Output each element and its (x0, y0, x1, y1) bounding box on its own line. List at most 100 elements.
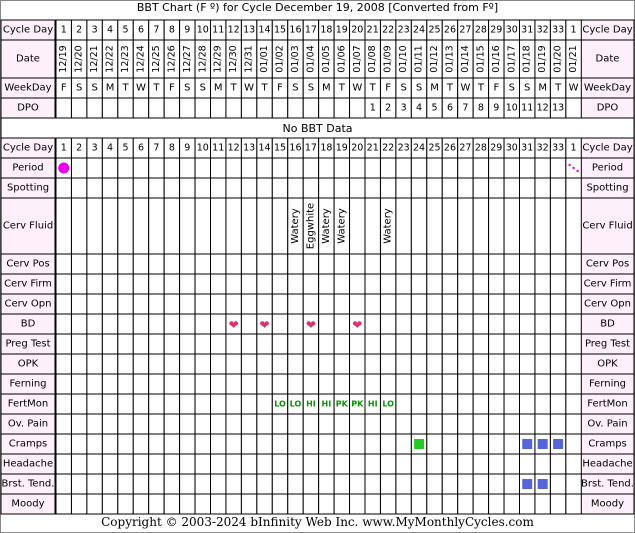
cerv-firm-cell (163, 273, 181, 295)
ov-pain-cell (86, 413, 103, 435)
ov-pain-cell (565, 413, 582, 435)
cerv-opn-cell (333, 293, 351, 315)
moody-cell (86, 493, 103, 515)
date-value: 12/27 (182, 45, 193, 72)
opk-cell (472, 353, 490, 375)
cerv-fluid-cell (101, 197, 119, 255)
weekday-value: T (369, 83, 377, 94)
cerv-fluid-cell (534, 197, 551, 255)
brst-tend-square (537, 479, 548, 489)
fertmon-cell (549, 393, 567, 415)
bd-heart-icon: ❤ (352, 318, 362, 332)
dpo-value: 1 (370, 103, 376, 114)
moody-cell (179, 493, 196, 515)
cerv-opn-cell (426, 293, 443, 315)
opk-cell (132, 353, 150, 375)
cerv-pos-cell (101, 253, 119, 275)
headache-right-label: Headache (582, 459, 632, 470)
cerv-opn-cell (271, 293, 289, 315)
ov-pain-cell (132, 413, 150, 435)
cerv-opn-cell (472, 293, 490, 315)
date-value: 01/12 (429, 45, 440, 72)
cramps-cell (457, 433, 474, 455)
cerv-fluid-cell (225, 197, 242, 255)
preg-test-cell (441, 333, 459, 355)
brst-tend-cell (179, 473, 196, 495)
preg-test-cell (55, 333, 72, 355)
dpo-right-label: DPO (597, 103, 619, 114)
preg-test-cell (148, 333, 165, 355)
fertmon-cell (472, 393, 490, 415)
cycle-day-2-value: 22 (382, 143, 394, 154)
bd-cell (132, 313, 150, 335)
fertmon-cell (70, 393, 88, 415)
cerv-firm-cell (364, 273, 381, 295)
cerv-firm-cell (117, 273, 134, 295)
brst-tend-cell (472, 473, 490, 495)
opk-cell (333, 353, 351, 375)
cerv-pos-cell (379, 253, 397, 275)
moody-cell (55, 493, 72, 515)
cycle-day-value: 8 (169, 25, 175, 36)
ferning-cell (519, 373, 536, 395)
opk-cell (70, 353, 88, 375)
cerv-pos-cell (472, 253, 490, 275)
spotting-cell (240, 177, 258, 199)
cerv-opn-cell (302, 293, 320, 315)
period-cell (457, 157, 474, 179)
cycle-day-value: 16 (289, 25, 301, 36)
cerv-fluid-cell (210, 197, 227, 255)
cerv-pos-cell (256, 253, 273, 275)
dpo-cell (132, 97, 150, 119)
date-value: 12/22 (105, 45, 116, 72)
ov-pain-cell (333, 413, 351, 435)
dpo-cell (302, 97, 320, 119)
cerv-firm-cell (410, 273, 428, 295)
cerv-pos-cell (287, 253, 304, 275)
ov-pain-cell (210, 413, 227, 435)
preg-test-cell (163, 333, 181, 355)
cerv-firm-cell (395, 273, 412, 295)
preg-test-cell (549, 333, 567, 355)
spotting-cell (349, 177, 366, 199)
ov-pain-cell (240, 413, 258, 435)
cramps-cell (503, 433, 520, 455)
cycle-day-value: 1 (61, 25, 67, 36)
cycle-day-value: 25 (428, 25, 440, 36)
dpo-cell (565, 97, 582, 119)
period-cell (210, 157, 227, 179)
bd-cell (163, 313, 181, 335)
ferning-cell (565, 373, 582, 395)
brst-tend-cell (86, 473, 103, 495)
moody-cell (287, 493, 304, 515)
ov-pain-cell (101, 413, 119, 435)
cerv-fluid-cell (86, 197, 103, 255)
bd-cell (395, 313, 412, 335)
cycle-day-2-value: 20 (351, 143, 363, 154)
ferning-cell (349, 373, 366, 395)
headache-cell (519, 453, 536, 475)
brst-tend-cell (441, 473, 459, 495)
cycle-day-2-value: 28 (475, 143, 487, 154)
cycle-day-2-value: 16 (289, 143, 301, 154)
cramps-cell (441, 433, 459, 455)
date-value: 12/24 (135, 45, 146, 72)
preg-test-cell (426, 333, 443, 355)
ov-pain-cell (287, 413, 304, 435)
preg-test-cell (256, 333, 273, 355)
period-cell (410, 157, 428, 179)
dpo-value: 4 (416, 103, 422, 114)
cerv-opn-cell (488, 293, 505, 315)
ferning-cell (549, 373, 567, 395)
bd-cell (364, 313, 381, 335)
cerv-fluid-value: Watery (321, 208, 332, 244)
cerv-pos-cell (86, 253, 103, 275)
ov-pain-cell (163, 413, 181, 435)
preg-test-cell (503, 333, 520, 355)
ov-pain-cell (379, 413, 397, 435)
fertmon-cell (163, 393, 181, 415)
fertmon-cell (426, 393, 443, 415)
dpo-cell (349, 97, 366, 119)
dpo-cell (287, 97, 304, 119)
opk-cell (194, 353, 212, 375)
